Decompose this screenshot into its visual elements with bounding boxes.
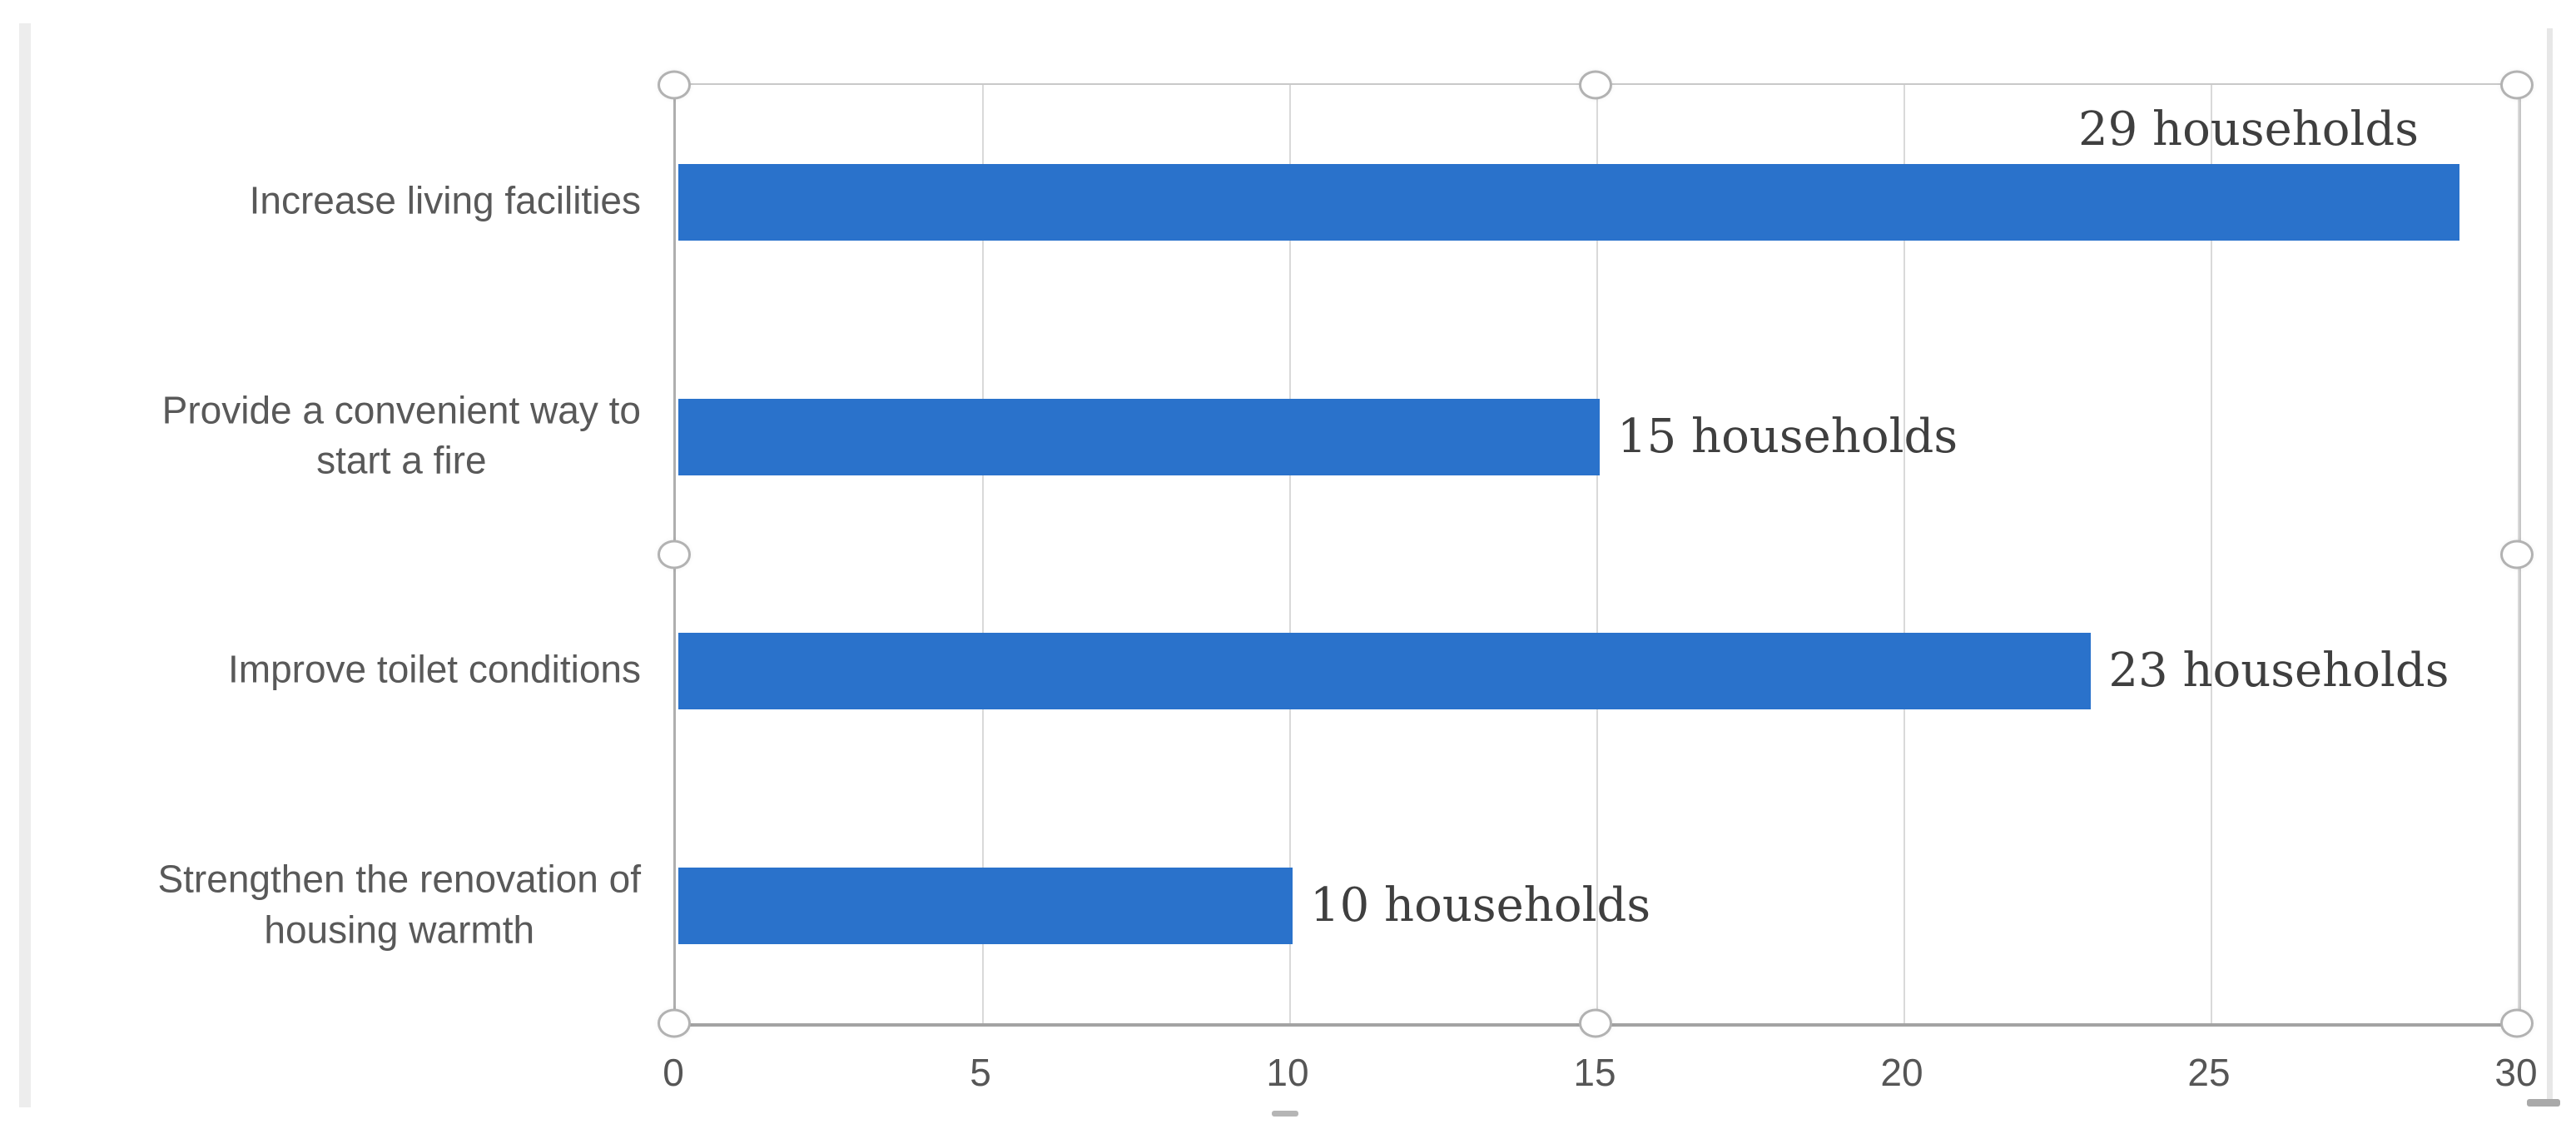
gridline-25 xyxy=(2211,85,2212,1023)
resize-handle-top-right[interactable] xyxy=(2500,70,2534,100)
resize-handle-top-left[interactable] xyxy=(658,70,691,100)
bar-1[interactable] xyxy=(678,398,1600,475)
data-label-3: 10 households xyxy=(1310,878,1651,933)
data-label-1: 15 households xyxy=(1617,409,1958,464)
resize-handle-mid-left[interactable] xyxy=(658,540,691,569)
x-tick-15: 15 xyxy=(1573,1051,1616,1094)
category-label-2: Improve toilet conditions xyxy=(227,648,641,692)
gridline-15 xyxy=(1596,85,1598,1023)
x-tick-5: 5 xyxy=(970,1051,991,1094)
plot-area[interactable]: 29 households 15 households 23 households 1… xyxy=(673,83,2521,1027)
x-tick-10: 10 xyxy=(1266,1051,1309,1094)
bar-2[interactable] xyxy=(678,633,2092,710)
data-label-2: 23 households xyxy=(2108,644,2449,699)
resize-handle-bottom-left[interactable] xyxy=(658,1008,691,1038)
gridline-5 xyxy=(982,85,984,1023)
page-right-edge-end-mark xyxy=(2527,1099,2560,1107)
stray-cursor-mark xyxy=(1272,1111,1298,1117)
x-tick-0: 0 xyxy=(663,1051,684,1094)
category-label-0: Increase living facilities xyxy=(249,178,641,222)
category-label-3: Strengthen the renovation of housing war… xyxy=(157,857,641,952)
resize-handle-mid-right[interactable] xyxy=(2500,540,2534,569)
resize-handle-top-center[interactable] xyxy=(1579,70,1612,100)
resize-handle-bottom-center[interactable] xyxy=(1579,1008,1612,1038)
x-tick-25: 25 xyxy=(2187,1051,2231,1094)
page-left-edge xyxy=(19,23,31,1107)
gridline-20 xyxy=(1903,85,1905,1023)
data-label-0: 29 households xyxy=(2077,102,2419,157)
bar-3[interactable] xyxy=(678,868,1293,945)
resize-handle-bottom-right[interactable] xyxy=(2500,1008,2534,1038)
x-tick-20: 20 xyxy=(1880,1051,1923,1094)
x-tick-30: 30 xyxy=(2494,1051,2538,1094)
category-label-1: Provide a convenient way to start a fire xyxy=(161,387,641,482)
gridline-10 xyxy=(1289,85,1291,1023)
page-right-edge xyxy=(2547,28,2553,1105)
bar-0[interactable] xyxy=(678,163,2460,241)
